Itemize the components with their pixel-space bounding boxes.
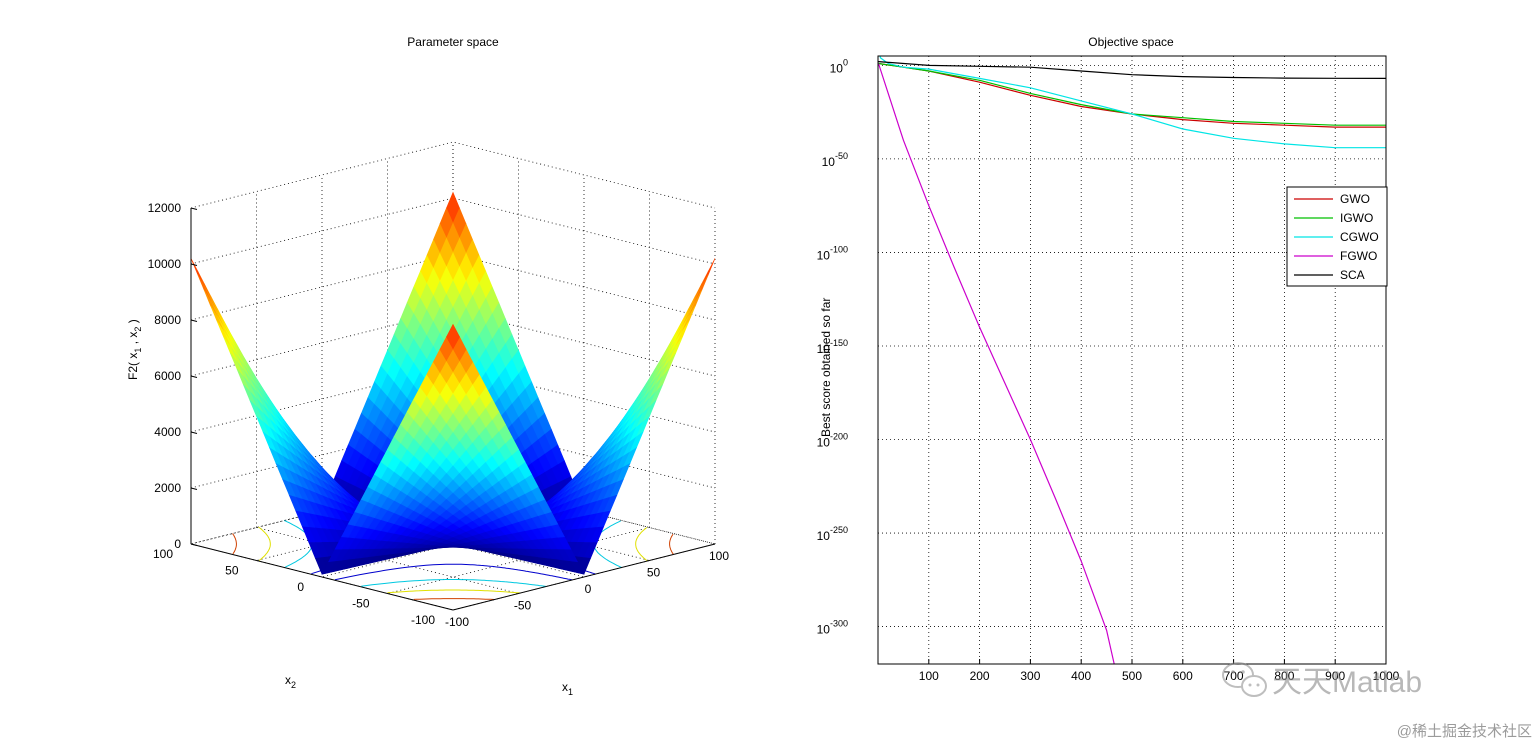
contour-2-1 <box>635 527 648 562</box>
x-tick-label-2: 0 <box>585 582 592 596</box>
y-tick-label-4: 100 <box>153 547 173 561</box>
contour-2-0 <box>387 589 521 594</box>
watermark: 天天Matlab @稀土掘金技术社区 <box>1222 662 1532 740</box>
series-line-cgwo <box>879 56 1386 149</box>
convergence-ylabel: Best score obtained so far <box>819 298 833 437</box>
convergence-lines <box>878 56 1386 664</box>
z-tick-2 <box>190 431 198 434</box>
watermark-community: @稀土掘金技术社区 <box>1397 723 1532 740</box>
z-tick-label-5: 10000 <box>148 257 182 271</box>
surface-face <box>695 274 709 302</box>
legend-label-fgwo: FGWO <box>1340 249 1377 263</box>
surface-tick-labels: 0 2000 4000 6000 8000 10000 12000 -100 -50 0 50 100… <box>148 201 730 629</box>
z-tick-6 <box>190 207 198 210</box>
conv-y-tick-label-5: 10-250 <box>817 525 848 543</box>
series-line-sca <box>878 61 1386 80</box>
plot-frame <box>877 55 1387 665</box>
conv-y-tick-label-0: 100 <box>830 57 848 75</box>
conv-x-tick-label-8: 900 <box>1325 669 1345 683</box>
contour-1-0 <box>361 579 547 587</box>
legend: GWO IGWO CGWO FGWO SCA <box>1286 186 1388 287</box>
surface-face <box>197 274 211 302</box>
surface-face <box>688 289 703 317</box>
x-axis-line <box>452 543 716 611</box>
contour-3-2 <box>232 533 237 555</box>
surface-mesh <box>190 191 716 575</box>
series-line-fgwo <box>878 63 1115 664</box>
conv-x-tick-label-4: 500 <box>1122 669 1142 683</box>
convergence-title: Objective space <box>1088 35 1174 49</box>
conv-x-tick-label-6: 700 <box>1224 669 1244 683</box>
y-tick-label-2: 0 <box>297 580 304 594</box>
surface-face <box>701 258 716 287</box>
wechat-icon <box>1222 662 1267 697</box>
contour-3-1 <box>669 533 674 555</box>
surface-face <box>446 323 460 350</box>
surface-xlabel: x1 <box>562 680 573 697</box>
z-tick-label-1: 2000 <box>154 481 181 495</box>
conv-x-tick-label-5: 600 <box>1173 669 1193 683</box>
z-tick-label-4: 8000 <box>154 313 181 327</box>
y-tick-label-1: -50 <box>352 597 370 611</box>
conv-x-tick-label-3: 400 <box>1071 669 1091 683</box>
contour-3-0 <box>413 598 495 600</box>
conv-x-tick-label-7: 800 <box>1274 669 1294 683</box>
conv-x-tick-label-0: 100 <box>919 669 939 683</box>
conv-x-tick-label-9: 1000 <box>1373 669 1400 683</box>
watermark-brand: 天天Matlab <box>1272 666 1422 699</box>
z-tick-label-3: 6000 <box>154 369 181 383</box>
x-tick-label-0: -100 <box>445 615 469 629</box>
y-tick-label-3: 50 <box>225 564 239 578</box>
z-tick-3 <box>190 375 198 378</box>
conv-y-tick-label-6: 10-300 <box>817 619 848 637</box>
surface-plot: Parameter space 020004000600080001000012… <box>126 35 729 697</box>
z-tick-label-0: 0 <box>174 537 181 551</box>
z-tick-0 <box>190 543 198 546</box>
z-tick-label-6: 12000 <box>148 201 182 215</box>
y-tick-label-0: -100 <box>411 613 435 627</box>
contour-0-0 <box>334 563 573 581</box>
contour-2-2 <box>258 526 271 561</box>
x-tick-label-4: 100 <box>709 549 729 563</box>
surface-axes <box>190 207 716 611</box>
z-tick-label-2: 4000 <box>154 425 181 439</box>
x-tick-label-3: 50 <box>647 566 661 580</box>
surface-title: Parameter space <box>407 35 499 49</box>
z-tick-5 <box>190 263 198 266</box>
convergence-plot: Objective space 100 200 300 400 500 600 700 800… <box>817 35 1400 683</box>
surface-face <box>203 289 218 317</box>
surface-ylabel: x2 <box>285 673 296 690</box>
conv-x-tick-label-2: 300 <box>1020 669 1040 683</box>
legend-label-cgwo: CGWO <box>1340 230 1379 244</box>
z-tick-1 <box>190 487 198 490</box>
surface-zlabel: F2( x1 , x2 ) <box>126 319 143 380</box>
conv-y-tick-label-1: 10-50 <box>822 151 848 169</box>
legend-label-gwo: GWO <box>1340 192 1370 206</box>
series-line-igwo <box>878 62 1386 126</box>
x-tick-label-1: -50 <box>514 599 532 613</box>
y-axis-line <box>190 543 454 611</box>
z-tick-4 <box>190 319 198 322</box>
legend-label-igwo: IGWO <box>1340 211 1373 225</box>
conv-y-tick-label-2: 10-100 <box>817 244 848 262</box>
legend-label-sca: SCA <box>1340 268 1365 282</box>
conv-x-tick-label-1: 200 <box>970 669 990 683</box>
